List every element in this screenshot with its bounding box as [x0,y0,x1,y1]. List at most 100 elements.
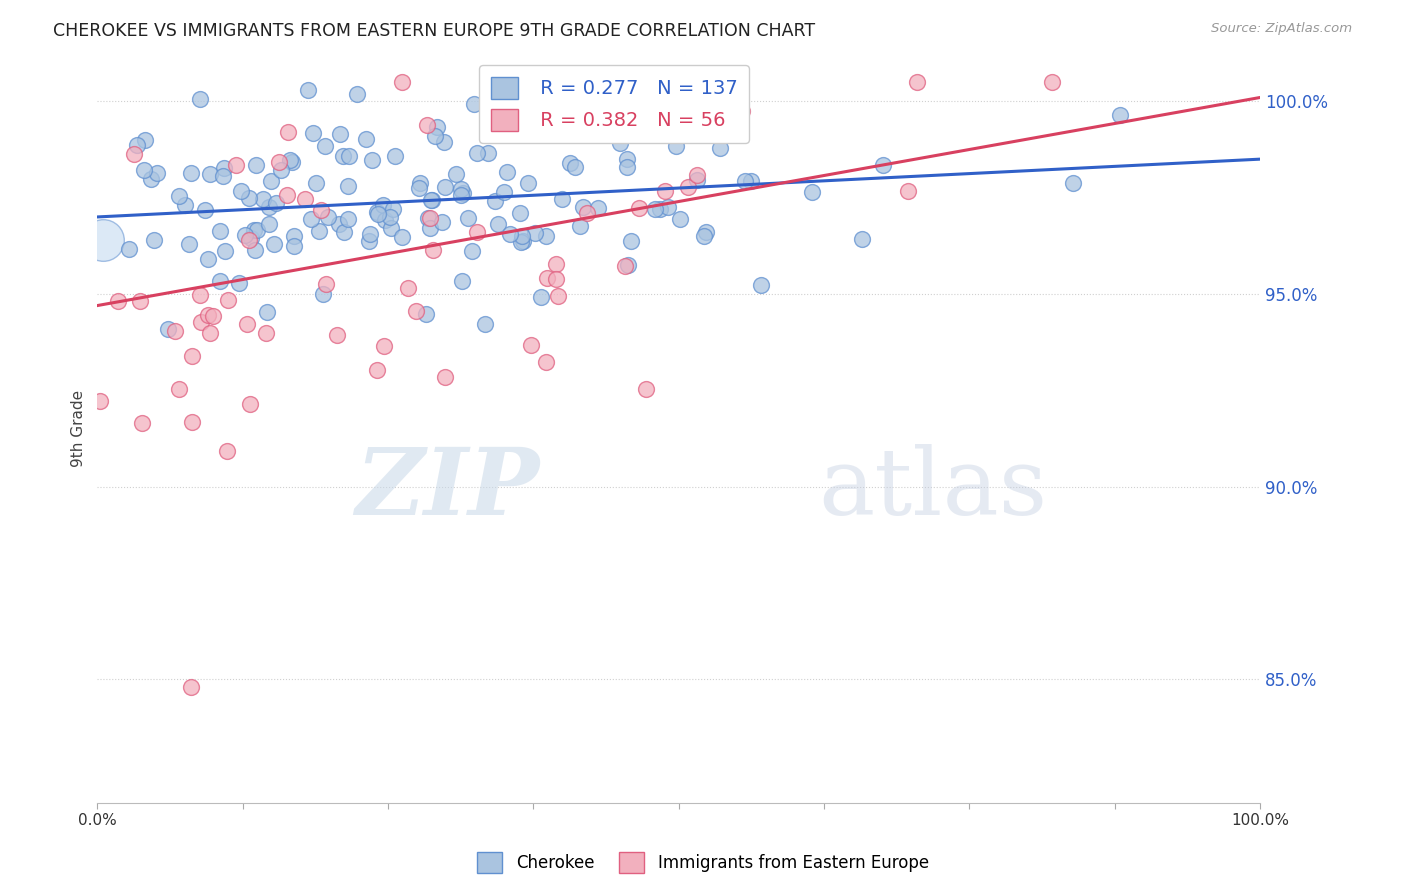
Point [616,152,638,166]
Point [346,87,368,102]
Point [391,75,413,89]
Point [243,223,266,237]
Point [132,163,155,178]
Point [509,235,531,250]
Point [238,191,260,205]
Point [252,192,274,206]
Point [157,322,180,336]
Point [1062,176,1084,190]
Point [420,194,443,208]
Point [686,168,709,182]
Point [426,120,449,134]
Text: CHEROKEE VS IMMIGRANTS FROM EASTERN EUROPE 9TH GRADE CORRELATION CHART: CHEROKEE VS IMMIGRANTS FROM EASTERN EURO… [53,22,815,40]
Point [202,309,225,323]
Point [169,382,191,396]
Point [188,288,211,302]
Point [547,289,569,303]
Point [167,189,190,203]
Point [560,156,582,170]
Point [465,225,488,239]
Point [139,171,162,186]
Point [373,339,395,353]
Point [536,271,558,285]
Point [299,211,322,226]
Point [693,228,716,243]
Point [420,193,443,207]
Point [801,186,824,200]
Point [212,161,235,175]
Point [408,181,430,195]
Point [453,186,475,200]
Point [371,198,394,212]
Point [709,141,731,155]
Point [1109,108,1132,122]
Point [208,224,231,238]
Point [302,126,325,140]
Point [277,125,299,139]
Point [180,349,202,363]
Point [245,158,267,172]
Point [305,177,328,191]
Point [238,233,260,247]
Point [266,195,288,210]
Point [270,162,292,177]
Point [409,176,432,190]
Point [380,210,402,224]
Point [477,145,499,160]
Point [384,148,406,162]
Point [586,201,609,215]
Point [354,132,377,146]
Point [524,227,547,241]
Point [333,225,356,239]
Point [314,139,336,153]
Text: atlas: atlas [818,443,1047,533]
Legend:  R = 0.277   N = 137,  R = 0.382   N = 56: R = 0.277 N = 137, R = 0.382 N = 56 [479,65,749,143]
Point [530,290,553,304]
Point [551,193,574,207]
Point [263,236,285,251]
Point [131,416,153,430]
Point [905,75,928,89]
Point [676,83,699,97]
Point [194,203,217,218]
Point [495,165,517,179]
Point [267,155,290,169]
Point [1040,75,1063,89]
Point [546,256,568,270]
Point [181,415,204,429]
Point [676,180,699,194]
Point [308,223,330,237]
Point [236,317,259,331]
Point [734,174,756,188]
Point [212,169,235,183]
Point [254,326,277,340]
Point [419,211,441,225]
Point [337,212,360,227]
Point [872,158,894,172]
Point [665,139,688,153]
Point [627,201,650,215]
Point [257,218,280,232]
Point [695,225,717,239]
Point [143,233,166,247]
Point [217,444,239,458]
Point [510,229,533,244]
Point [165,324,187,338]
Point [619,234,641,248]
Point [434,369,457,384]
Point [337,149,360,163]
Point [450,187,472,202]
Point [434,180,457,194]
Point [474,318,496,332]
Point [564,160,586,174]
Point [430,215,453,229]
Point [851,232,873,246]
Point [125,138,148,153]
Point [686,172,709,186]
Point [239,231,262,245]
Point [416,211,439,226]
Point [648,121,671,136]
Point [257,200,280,214]
Point [245,243,267,257]
Point [609,136,631,150]
